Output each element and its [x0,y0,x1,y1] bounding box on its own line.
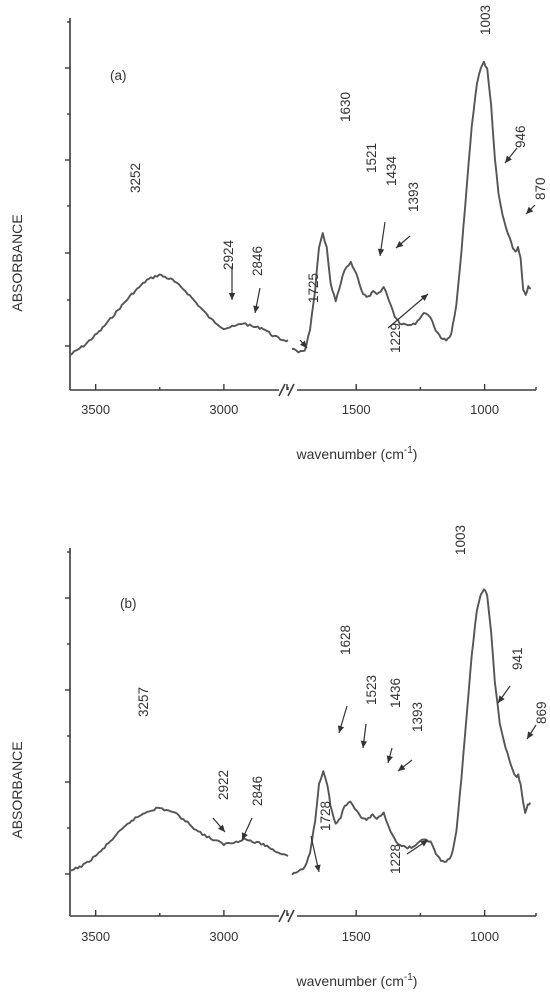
peak-label: 2846 [250,776,265,806]
arrow-head [218,824,225,832]
peak-label: 2924 [221,239,236,270]
peak-label: 1434 [384,155,399,186]
peak-label: 1725 [306,273,321,303]
peak-label: 1523 [364,675,379,705]
peak-label: 1630 [338,92,353,122]
arrow-head [386,755,393,763]
axis-break-mark [278,909,286,923]
x-axis-label-superscript: -1 [404,445,413,456]
chart-panel-a: 35003000150010002500wavenumber (cm-1)ABS… [9,5,548,462]
x-tick-label: 3000 [209,402,238,417]
peak-label: 870 [533,177,548,200]
spectrum-line-high-wavenumber [69,273,289,356]
peak-label: 1728 [318,801,333,831]
peak-label: 2922 [216,770,231,800]
peak-label: 1228 [388,844,403,874]
arrow-head [337,725,345,733]
x-axis-label-text: wavenumber (cm [296,446,404,462]
arrow-head [526,206,534,214]
arrow-head [241,832,248,840]
peak-label: 946 [513,125,528,148]
spectrum-line-low-wavenumber [291,588,532,876]
panel-label: (a) [110,68,127,83]
axis-break-mark [287,909,295,923]
x-axis-label-close: ) [413,973,418,989]
peak-arrow [387,293,429,329]
x-axis-label-text: wavenumber (cm [296,973,404,989]
x-tick-label: 1000 [470,402,499,417]
x-tick-label: 3500 [81,929,110,944]
panel-label: (b) [120,596,137,611]
x-tick-label: 1000 [470,929,499,944]
peak-label: 1003 [478,5,493,35]
peak-label: 869 [534,701,549,724]
arrow-head [505,155,512,163]
x-axis-label: wavenumber (cm-1) [296,972,418,989]
peak-label: 1003 [453,525,468,555]
axis-break-mark [278,383,286,397]
peak-label: 941 [510,647,525,670]
arrow-head [420,840,428,847]
peak-label: 1521 [364,143,379,173]
arrow-head [398,764,406,771]
peak-label: 3257 [136,687,151,717]
arrow-head [420,294,428,301]
x-tick-label: 3000 [209,929,238,944]
arrow-head [228,293,236,300]
peak-label: 3252 [128,163,143,193]
y-axis-label: ABSORBANCE [9,214,25,311]
axis-break-mark [287,383,295,397]
peak-label: 2846 [250,246,265,276]
x-tick-label: 1500 [342,929,371,944]
arrow-head [377,248,385,256]
x-tick-label: 3500 [81,402,110,417]
peak-label: 1229 [388,323,403,353]
arrow-head [253,305,260,313]
spectrum-line-low-wavenumber [291,60,532,354]
arrow-head [360,740,368,748]
peak-label: 1436 [388,678,403,708]
arrow-head [299,340,307,348]
x-tick-label: 1500 [342,402,371,417]
y-axis-label: ABSORBANCE [9,741,25,838]
arrow-head [314,864,321,872]
x-axis-label-close: ) [413,446,418,462]
arrow-head [498,695,505,703]
peak-label: 1393 [406,182,421,212]
spectrum-line-high-wavenumber [69,806,289,872]
x-axis-label-superscript: -1 [404,972,413,983]
x-axis-label: wavenumber (cm-1) [296,445,418,462]
arrow-head [527,731,534,739]
peak-label: 1628 [338,625,353,655]
chart-panel-b: 35003000150010002500wavenumber (cm-1)ABS… [9,525,549,989]
peak-label: 1393 [410,702,425,732]
arrow-head [396,241,404,248]
